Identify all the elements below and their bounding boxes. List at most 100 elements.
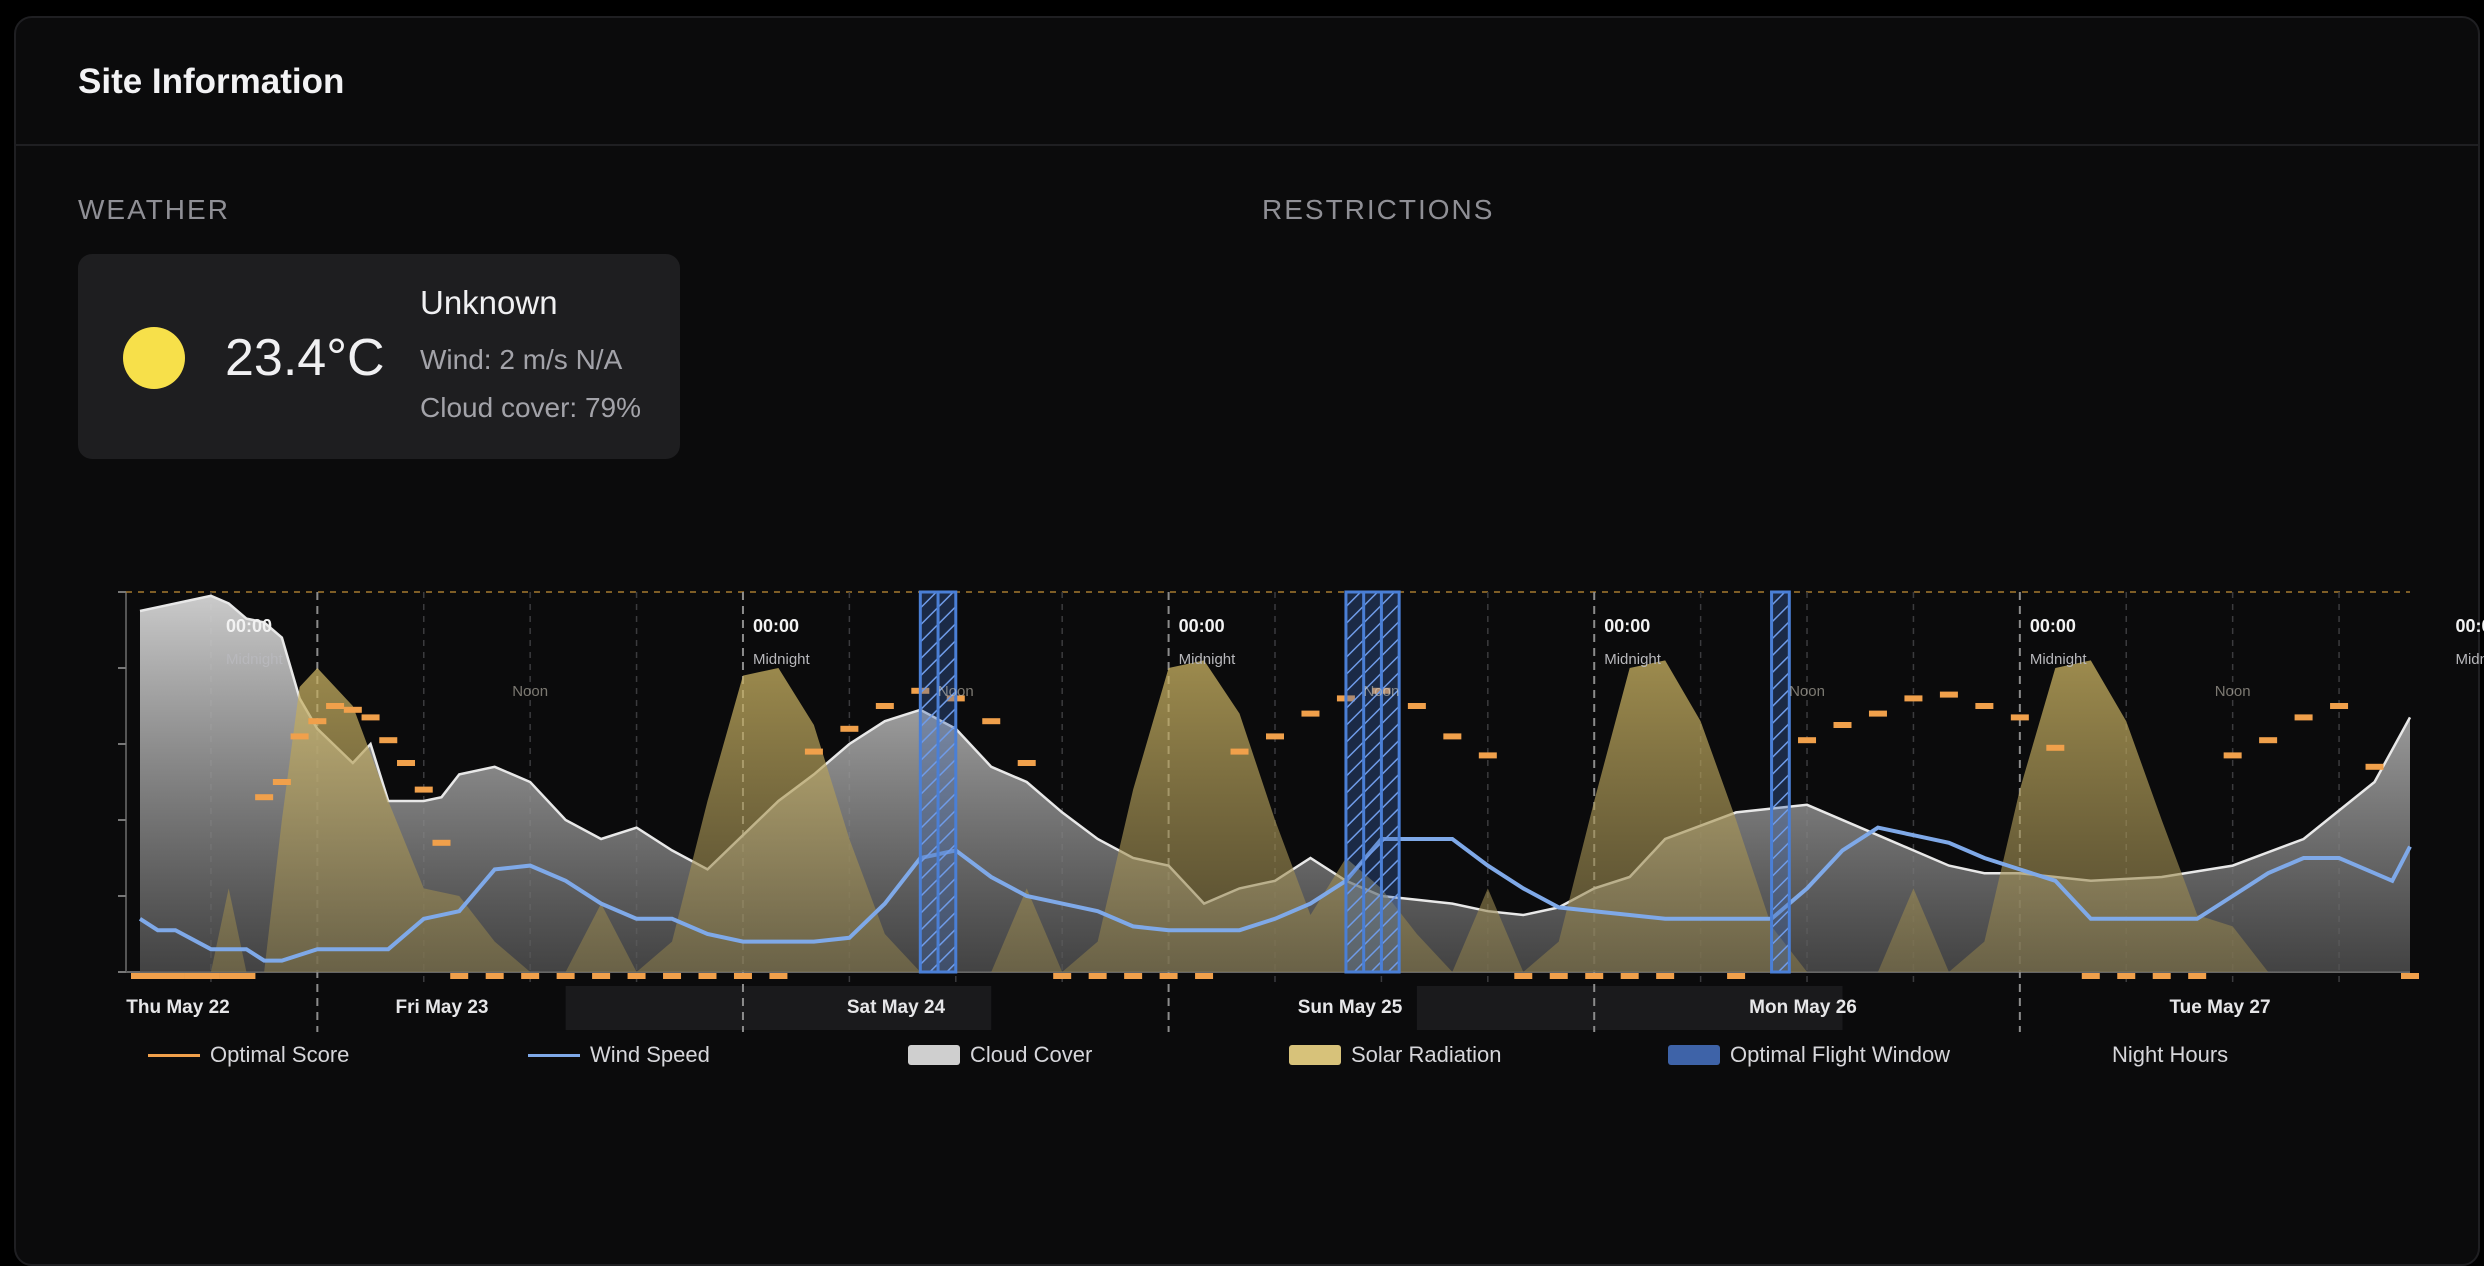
midnight-time-label: 00:00 (753, 616, 799, 636)
midnight-label: Midnight (1179, 651, 1237, 668)
optimal-score-mark (184, 973, 203, 979)
night-hours-band (565, 986, 992, 1030)
midnight-time-label: 00:00 (1179, 616, 1225, 636)
optimal-score-mark (2152, 973, 2171, 979)
legend-swatch (1289, 1045, 1341, 1065)
optimal-score-mark (982, 718, 1001, 725)
x-tick-label: Sun May 25 (1298, 997, 1403, 1018)
optimal-score-mark (1017, 760, 1036, 766)
sun-icon (123, 327, 185, 389)
optimal-score-mark (255, 794, 274, 801)
chart-background (565, 986, 1843, 1030)
optimal-score-mark (1053, 973, 1072, 979)
restrictions-section-label: RESTRICTIONS (1262, 194, 1495, 225)
optimal-score-mark (308, 718, 327, 725)
optimal-score-mark (379, 737, 398, 744)
optimal-score-mark (1868, 710, 1887, 717)
optimal-score-mark (1585, 973, 1604, 979)
optimal-score-mark (556, 973, 575, 979)
noon-label: Noon (512, 683, 548, 700)
optimal-score-mark (2223, 752, 2242, 759)
weather-card: 23.4°C Unknown Wind: 2 m/s N/A Cloud cov… (78, 254, 680, 459)
wind-speed-line (138, 825, 2412, 963)
optimal-score-mark (1443, 733, 1462, 740)
legend-swatch (148, 1053, 200, 1057)
noon-label: Noon (1789, 683, 1825, 700)
optimal-score-series (131, 687, 2419, 979)
optimal-score-mark (1727, 973, 1746, 979)
legend-label: Cloud Cover (970, 1042, 1093, 1067)
midnight-time-label: 00:00 (2030, 616, 2076, 636)
midnight-label: Midnight (2455, 651, 2484, 668)
optimal-score-mark (343, 706, 362, 713)
optimal-score-mark (166, 973, 185, 979)
solar-radiation-series (140, 660, 2410, 972)
legend-swatch (908, 1045, 960, 1065)
optimal-score-mark (1088, 973, 1107, 979)
optimal-score-mark (290, 733, 309, 740)
panel-header: Site Information (16, 18, 2478, 146)
optimal-flight-window-series (918, 590, 1791, 974)
optimal-score-mark (326, 703, 345, 709)
optimal-score-mark (521, 973, 540, 979)
site-information-panel: Site Information WEATHER RESTRICTIONS 23… (14, 16, 2480, 1266)
optimal-score-mark (201, 973, 220, 979)
wind-info: Wind: 2 m/s N/A (420, 344, 623, 375)
optimal-score-mark (1798, 737, 1817, 744)
optimal-score-mark (361, 714, 380, 721)
legend-item[interactable]: Night Hours (2050, 1040, 2228, 1070)
optimal-score-mark (663, 973, 682, 979)
legend-label: Optimal Flight Window (1730, 1042, 1951, 1067)
optimal-score-mark (2401, 973, 2419, 979)
optimal-score-mark (875, 703, 894, 709)
page-title: Site Information (78, 62, 345, 101)
legend-item[interactable]: Optimal Flight Window (1668, 1040, 1950, 1070)
optimal-score-mark (131, 973, 149, 979)
optimal-score-mark (1301, 710, 1320, 717)
optimal-score-mark (2294, 714, 2313, 721)
noon-label: Noon (1363, 683, 1399, 700)
legend-item[interactable]: Cloud Cover (908, 1040, 1092, 1070)
legend-item[interactable]: Wind Speed (528, 1040, 710, 1070)
optimal-score-mark (1620, 973, 1639, 979)
optimal-score-mark (769, 973, 788, 979)
optimal-score-mark (1407, 703, 1426, 709)
optimal-score-mark (272, 779, 291, 785)
temperature-value: 23.4°C (225, 329, 385, 387)
optimal-score-mark (450, 973, 469, 979)
night-hours-band (1416, 986, 1843, 1030)
midnight-time-label: 00:00 (226, 616, 272, 636)
legend-swatch (528, 1053, 580, 1057)
optimal-score-mark (237, 973, 256, 979)
optimal-score-mark (2259, 737, 2278, 744)
optimal-score-mark (485, 973, 504, 979)
optimal-score-mark (1656, 973, 1675, 979)
optimal-score-mark (1904, 695, 1923, 702)
optimal-score-mark (2117, 973, 2136, 979)
optimal-score-mark (840, 725, 859, 732)
weather-condition: Unknown (420, 284, 558, 321)
x-tick-label: Mon May 26 (1749, 997, 1857, 1018)
legend-item[interactable]: Optimal Score (148, 1040, 349, 1070)
optimal-score-mark (804, 748, 823, 755)
x-tick-label: Fri May 23 (396, 997, 489, 1018)
cloud-cover-info: Cloud cover: 79% (420, 392, 642, 423)
optimal-score-mark (733, 973, 752, 979)
optimal-score-mark (219, 973, 238, 979)
optimal-score-mark (1833, 722, 1852, 728)
optimal-score-mark (698, 973, 717, 979)
optimal-score-mark (1975, 703, 1994, 709)
noon-label: Noon (938, 683, 974, 700)
x-tick-label: Thu May 22 (126, 997, 229, 1018)
optimal-score-mark (1266, 733, 1284, 740)
solar-radiation-area (140, 660, 2410, 972)
midnight-label: Midnight (226, 651, 284, 668)
optimal-score-mark (397, 760, 416, 766)
legend-label: Night Hours (2112, 1042, 2229, 1067)
legend-swatch (2050, 1045, 2102, 1065)
midnight-label: Midnight (2030, 651, 2088, 668)
optimal-score-mark (2330, 703, 2349, 709)
legend-item[interactable]: Solar Radiation (1289, 1040, 1501, 1070)
optimal-score-mark (627, 973, 646, 979)
optimal-flight-window (1344, 590, 1401, 974)
